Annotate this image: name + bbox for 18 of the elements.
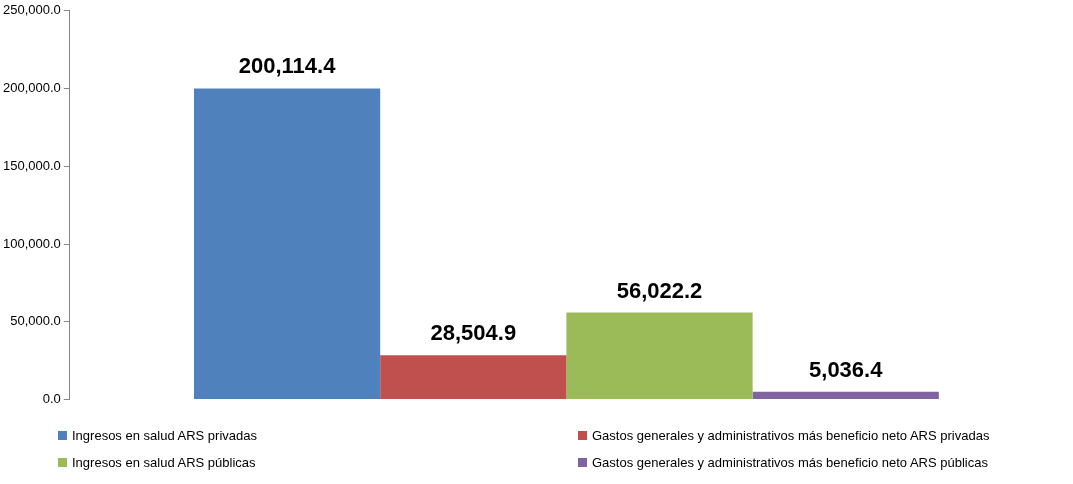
legend-label: Ingresos en salud ARS privadas [72, 428, 257, 443]
y-tick-label: 50,000.0 [10, 313, 61, 329]
bar [380, 355, 567, 400]
bar [752, 391, 939, 400]
legend-label: Gastos generales y administrativos más beneficio neto ARS privadas [592, 428, 990, 443]
legend-label: Gastos generales y administrativos más beneficio neto ARS públicas [592, 455, 988, 470]
data-label: 200,114.4 [238, 53, 337, 79]
y-tick-label: 0.0 [42, 391, 61, 407]
y-tick-label: 250,000.0 [2, 2, 61, 18]
data-label: 28,504.9 [430, 320, 517, 346]
y-tick-label: 100,000.0 [2, 235, 61, 251]
y-tick-label: 150,000.0 [2, 157, 61, 173]
bar [566, 312, 753, 400]
legend-label: Ingresos en salud ARS públicas [72, 455, 256, 470]
bar [193, 88, 381, 400]
data-label: 56,022.2 [616, 277, 703, 303]
data-label: 5,036.4 [809, 356, 884, 382]
y-tick-label: 200,000.0 [2, 80, 61, 96]
